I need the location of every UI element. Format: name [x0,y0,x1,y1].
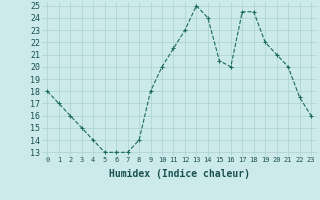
X-axis label: Humidex (Indice chaleur): Humidex (Indice chaleur) [109,169,250,179]
